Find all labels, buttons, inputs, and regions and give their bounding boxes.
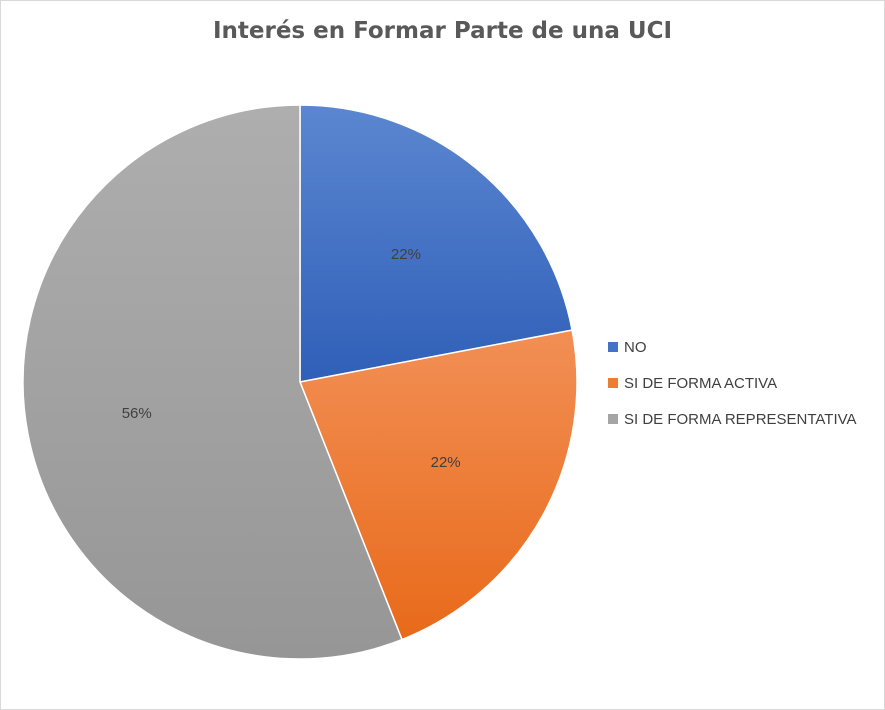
legend-swatch-si-representativa <box>608 414 618 424</box>
pie-slice-si-activa <box>298 329 578 641</box>
legend-item-si-activa: SI DE FORMA ACTIVA <box>608 373 857 393</box>
chart-title: Interés en Formar Parte de una UCI <box>212 18 673 44</box>
legend-item-no: NO <box>608 337 857 357</box>
legend-item-si-representativa: SI DE FORMA REPRESENTATIVA <box>608 409 857 429</box>
legend-label-no: NO <box>624 338 647 356</box>
legend-label-si-representativa: SI DE FORMA REPRESENTATIVA <box>624 410 857 428</box>
legend-swatch-no <box>608 342 618 352</box>
data-label-si-representativa: 56% <box>122 405 152 422</box>
data-label-no: 22% <box>391 246 421 263</box>
data-label-si-activa: 22% <box>431 454 461 471</box>
legend-label-si-activa: SI DE FORMA ACTIVA <box>624 374 778 392</box>
pie-slice-si-representativa <box>22 104 403 660</box>
pie-slice-no <box>299 104 573 383</box>
legend: NO SI DE FORMA ACTIVA SI DE FORMA REPRES… <box>608 337 857 445</box>
legend-swatch-si-activa <box>608 378 618 388</box>
